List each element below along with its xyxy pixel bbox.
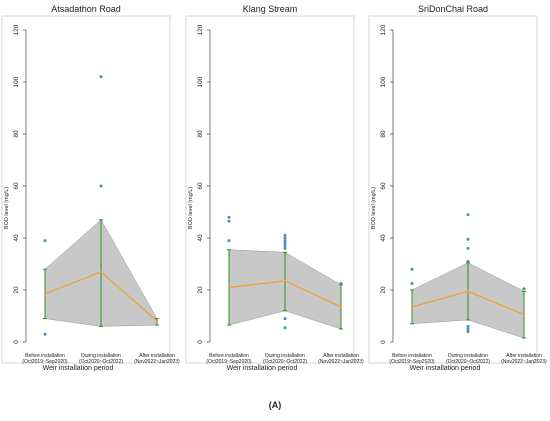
outlier-point: [466, 324, 470, 328]
outlier-point: [466, 246, 470, 250]
x-category-sublabel: (Oct2019~Sep2020): [206, 359, 252, 365]
y-tick-label: 0: [13, 340, 20, 344]
outlier-point: [283, 233, 287, 237]
outlier-point: [99, 184, 103, 188]
y-tick-label: 100: [197, 76, 204, 87]
y-tick-label: 0: [197, 340, 204, 344]
x-category-label: During installation: [265, 353, 305, 359]
x-category-label: Before installation: [209, 353, 249, 359]
outlier-point: [227, 239, 231, 243]
x-category-sublabel: (Oct2019~Sep2020): [389, 359, 435, 365]
x-category-label: Before installation: [25, 353, 65, 359]
y-tick-label: 40: [380, 234, 387, 242]
y-tick-label: 0: [380, 340, 387, 344]
panels: Atsadathon Road 0 20 40 60 80 100 120 BOD level …: [1, 4, 547, 372]
y-axis-label: BOD level (mg/L): [4, 187, 10, 229]
y-axis-label: BOD level (mg/L): [371, 187, 377, 229]
outlier-point: [283, 317, 287, 321]
y-tick-label: 20: [380, 286, 387, 294]
outlier-point: [283, 246, 287, 250]
outlier-point: [466, 237, 470, 241]
mean-point: [339, 305, 343, 309]
y-tick-label: 60: [13, 182, 20, 190]
figure-panel-label: (A): [269, 400, 282, 410]
x-category-label: During installation: [81, 353, 121, 359]
outlier-point: [283, 239, 287, 243]
outlier-point: [283, 236, 287, 240]
mean-point: [522, 313, 526, 316]
x-category-sublabel: (Oct2019~Sep2020): [22, 359, 68, 365]
chart-panel-1: Atsadathon Road 0 20 40 60 80 100 120 BOD level …: [1, 4, 180, 372]
mean-point: [283, 279, 287, 283]
mean-point: [155, 320, 159, 323]
outlier-point: [466, 259, 470, 263]
x-category-sublabel: (Nov2022~Jan2023): [318, 359, 364, 365]
y-tick-label: 40: [13, 234, 20, 242]
outlier-point: [410, 282, 414, 285]
mean-point: [227, 286, 231, 289]
mean-point: [99, 270, 103, 273]
x-category-sublabel: (Nov2022~Jan2023): [501, 359, 547, 365]
y-tick-label: 20: [13, 286, 20, 294]
outlier-point: [227, 219, 231, 223]
outlier-point: [522, 287, 526, 291]
y-axis-label: BOD level (mg/L): [188, 187, 194, 229]
x-category-label: After installation: [323, 353, 359, 359]
y-tick-label: 120: [13, 24, 20, 35]
x-category-label: After installation: [506, 353, 542, 359]
outlier-point: [466, 330, 470, 334]
x-category-label: During installation: [448, 353, 488, 359]
mean-point: [466, 290, 470, 293]
x-axis-label: Weir installation period: [227, 365, 298, 372]
outlier-point: [99, 75, 103, 79]
outlier-point: [43, 332, 47, 336]
outlier-point: [43, 239, 47, 243]
y-tick-label: 100: [380, 76, 387, 87]
chart-panel-2: Klang Stream 0 20 40 60 80 100 120 BOD level (mg…: [185, 4, 364, 372]
y-tick-label: 80: [13, 130, 20, 138]
x-category-label: Before installation: [392, 353, 432, 359]
x-category-sublabel: (Nov2022~Jan2023): [134, 359, 180, 365]
y-tick-label: 120: [197, 24, 204, 35]
chart-title: Atsadathon Road: [51, 4, 121, 14]
outlier-point: [283, 326, 287, 330]
x-axis-label: Weir installation period: [43, 365, 114, 372]
x-category-label: After installation: [139, 353, 175, 359]
y-tick-label: 100: [13, 76, 20, 87]
chart-title: SriDonChai Road: [418, 4, 488, 14]
outlier-point: [339, 282, 343, 285]
y-tick-label: 80: [197, 130, 204, 138]
outlier-point: [466, 213, 470, 217]
x-category-sublabel: (Oct2020~Oct2022): [79, 359, 123, 365]
mean-point: [43, 292, 47, 296]
outlier-point: [283, 241, 287, 245]
outlier-point: [227, 215, 231, 219]
mean-point: [410, 305, 414, 309]
y-tick-label: 20: [197, 286, 204, 294]
x-category-sublabel: (Oct2020~Oct2022): [446, 359, 490, 365]
y-tick-label: 80: [380, 130, 387, 138]
chart-title: Klang Stream: [243, 4, 298, 14]
y-tick-label: 60: [380, 182, 387, 190]
x-category-sublabel: (Oct2020~Oct2022): [263, 359, 307, 365]
y-tick-label: 60: [197, 182, 204, 190]
outlier-point: [410, 267, 414, 271]
outlier-point: [283, 244, 287, 248]
chart-panel-3: SriDonChai Road 0 20 40 60 80 100 120 BOD level …: [368, 4, 547, 372]
y-tick-label: 120: [380, 24, 387, 35]
x-axis-label: Weir installation period: [410, 365, 481, 372]
y-tick-label: 40: [197, 234, 204, 242]
outlier-point: [466, 327, 470, 331]
